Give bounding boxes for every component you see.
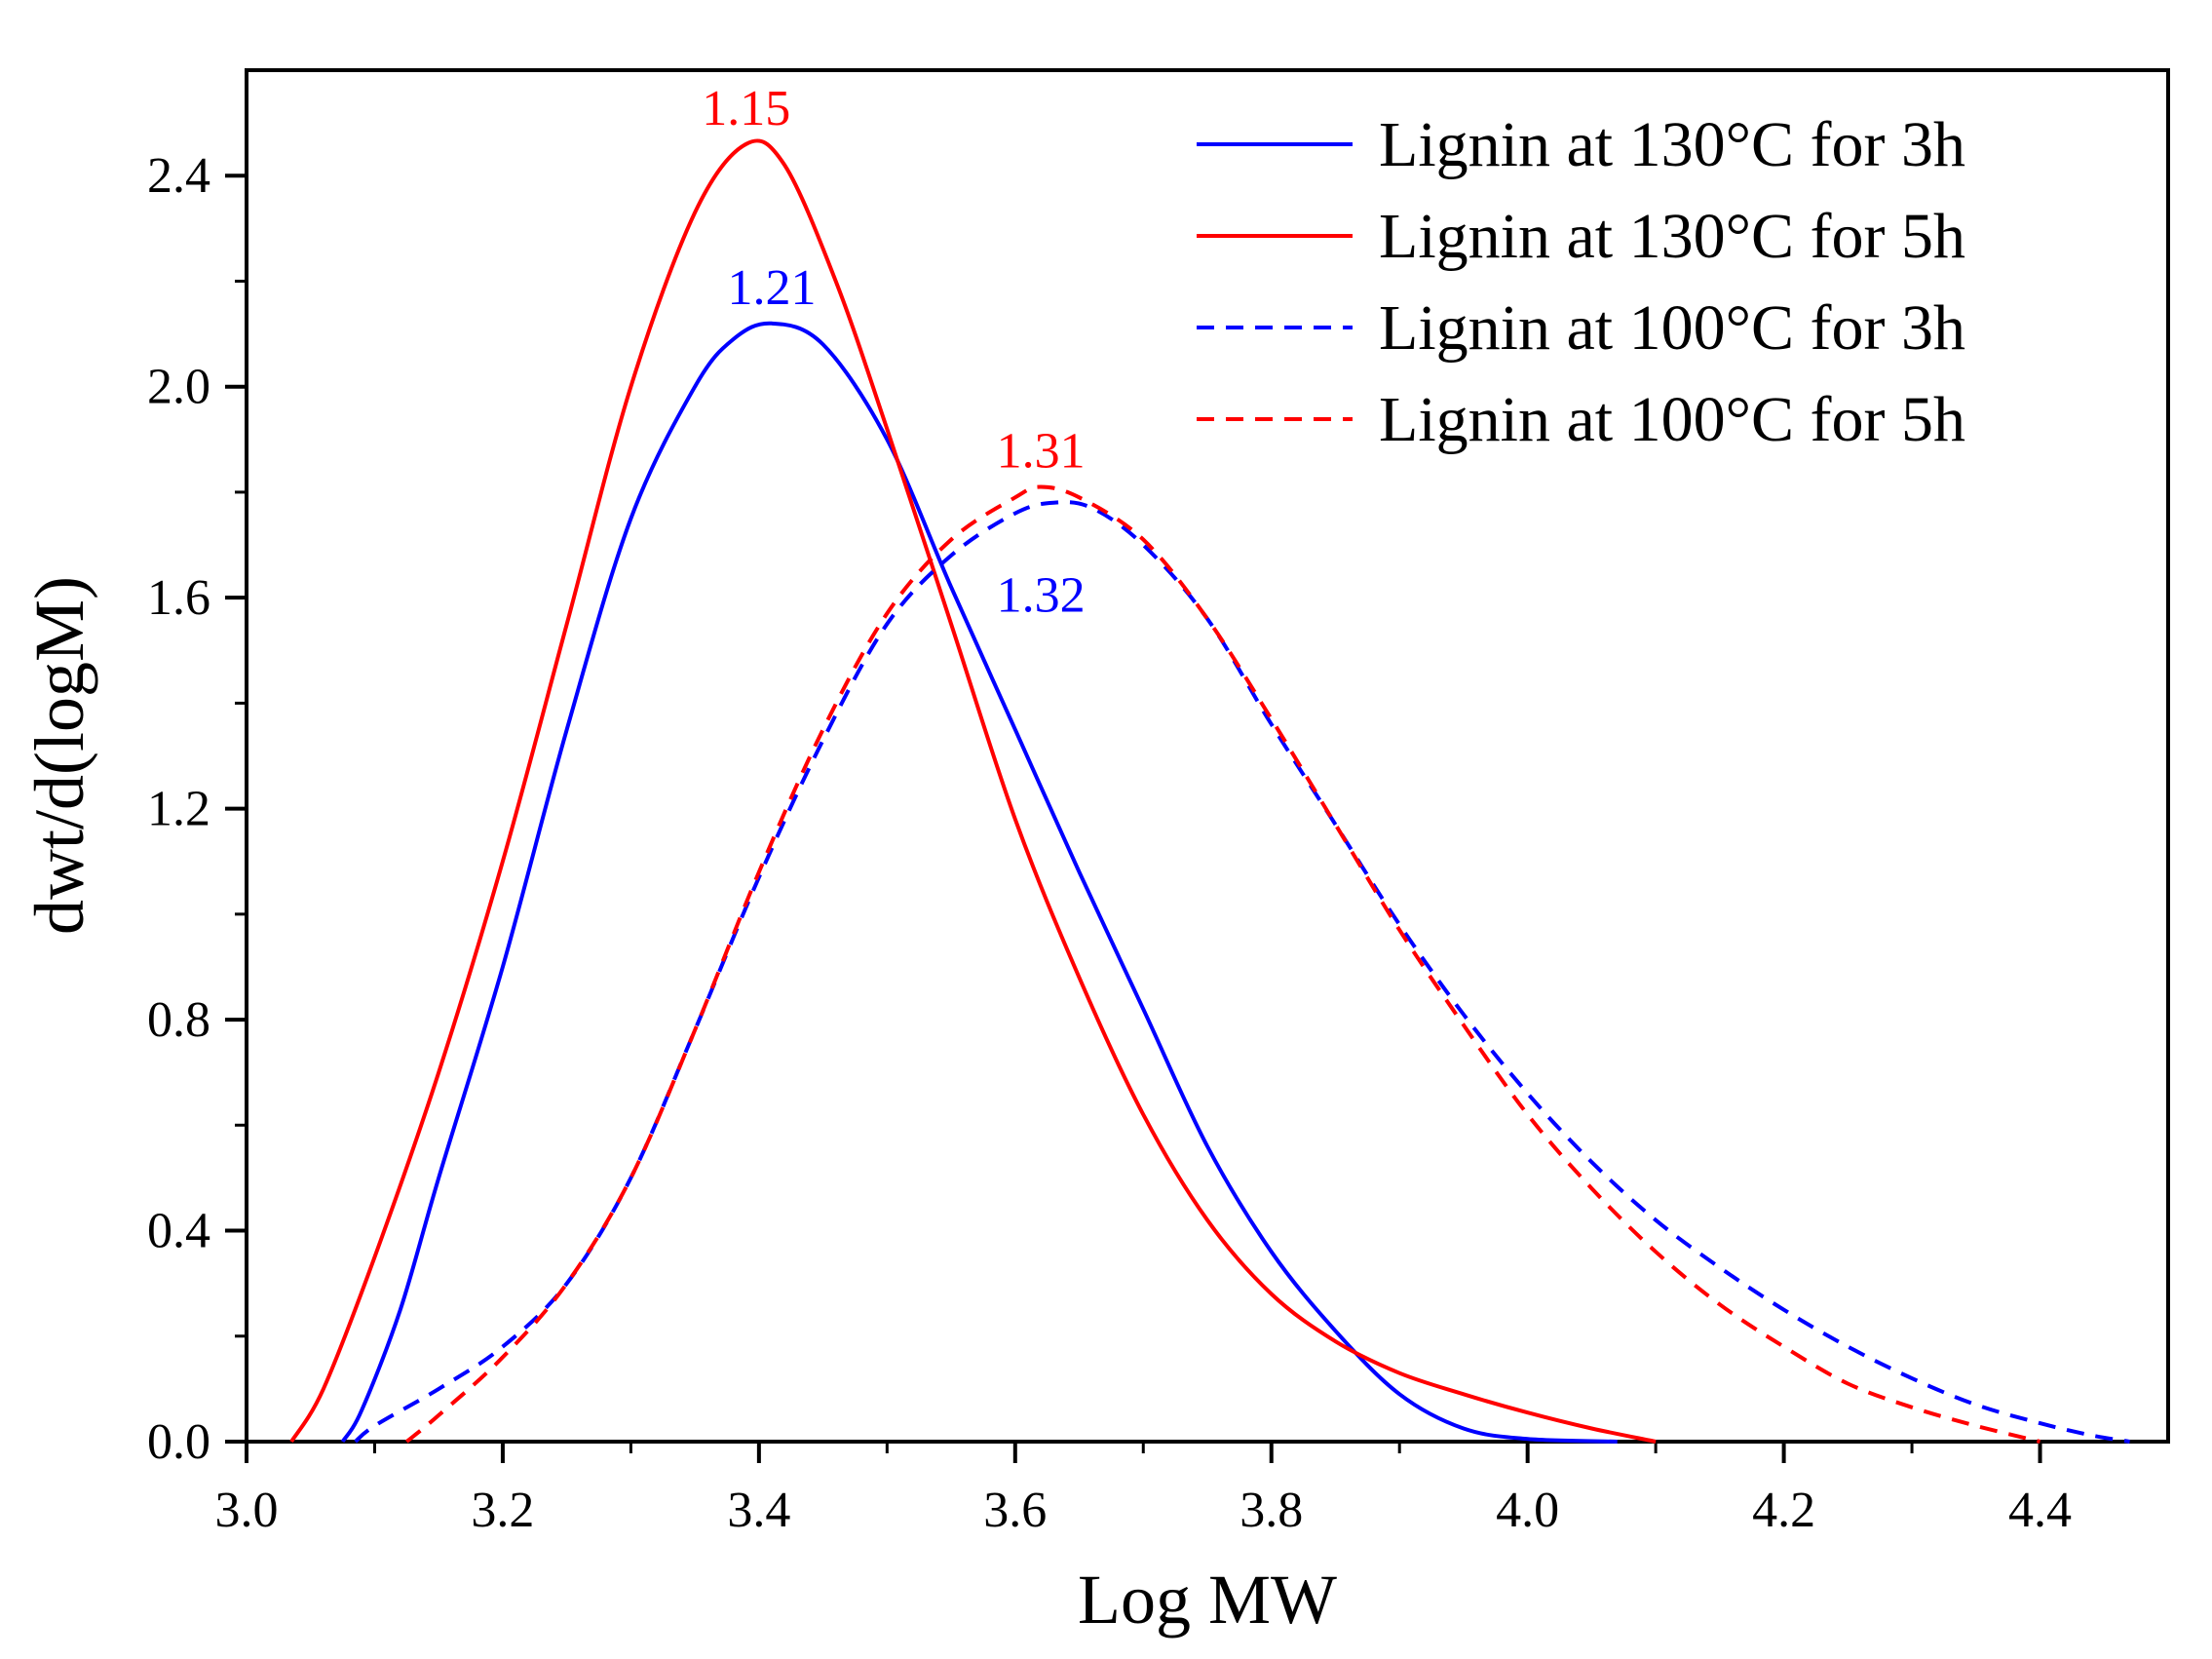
legend: Lignin at 130°C for 3h Lignin at 130°C fo… [1197,109,1965,455]
legend-label: Lignin at 100°C for 3h [1379,292,1965,364]
legend-label: Lignin at 130°C for 5h [1379,201,1965,272]
x-tick-label: 3.6 [983,1483,1047,1538]
plot-frame [245,68,2170,1444]
y-tick-label: 1.2 [147,782,210,837]
legend-label: Lignin at 100°C for 5h [1379,384,1965,455]
y-tick-label: 0.0 [147,1414,210,1470]
x-tick-label: 4.4 [2008,1483,2072,1538]
y-tick-label: 0.8 [147,992,210,1048]
axis-ticks: 3.0 3.2 3.4 3.6 3.8 4.0 4.2 4.4 0.0 0.4 0.8 1.2 1.6 2… [147,148,2072,1538]
x-tick-label: 3.2 [471,1483,534,1538]
series-line-lignin-at-100-c-for-5h [405,484,2040,1444]
annotations: 1.15 1.21 1.31 1.32 [702,81,1085,624]
series-line-lignin-at-130-c-for-3h [340,321,1618,1444]
peak-annotation: 1.31 [997,424,1086,480]
x-tick-label: 3.4 [727,1483,790,1538]
x-tick-label: 4.0 [1496,1483,1559,1538]
legend-label: Lignin at 130°C for 3h [1379,109,1965,180]
y-axis-label: dwt/d(logM) [20,576,98,935]
peak-annotation: 1.15 [702,81,790,136]
series-line-lignin-at-130-c-for-5h [289,138,1657,1444]
y-tick-label: 2.0 [147,360,210,415]
x-tick-label: 3.0 [215,1483,279,1538]
peak-annotation: 1.32 [997,567,1086,623]
x-axis-label: Log MW [1078,1561,1337,1639]
series-layer [289,138,2130,1444]
series-line-lignin-at-100-c-for-3h [354,500,2130,1444]
x-tick-label: 4.2 [1752,1483,1815,1538]
x-tick-label: 3.8 [1239,1483,1303,1538]
y-tick-label: 2.4 [147,148,210,204]
y-tick-label: 0.4 [147,1204,210,1259]
peak-annotation: 1.21 [728,260,817,316]
y-tick-label: 1.6 [147,570,210,626]
